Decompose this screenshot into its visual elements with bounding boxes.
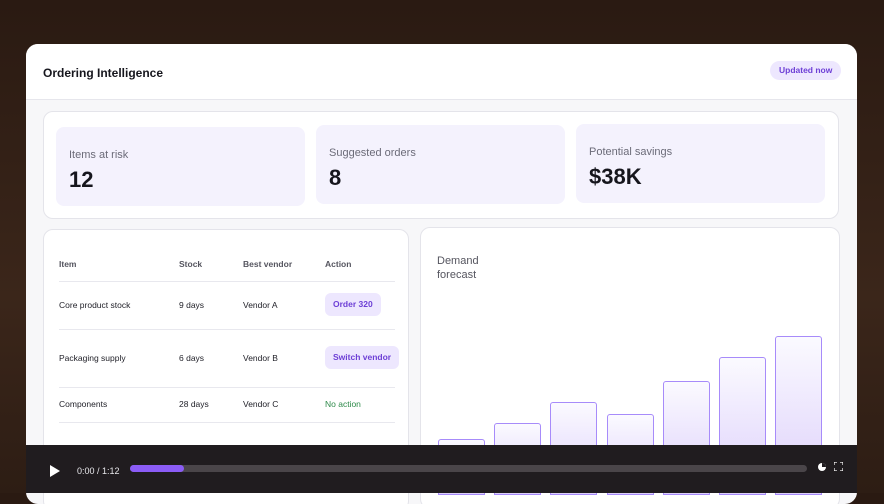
kpi-card: Suggested orders 8 (316, 125, 565, 204)
kpi-value: 12 (69, 167, 94, 192)
cell: 6 days (179, 353, 205, 363)
action-button[interactable]: Order 320 (325, 293, 381, 316)
kpi-card: Items at risk 12 (56, 127, 305, 206)
column-header: Best vendor (243, 259, 293, 269)
cell: Core product stock (59, 300, 131, 310)
row-separator (59, 281, 395, 282)
kpi-panel: Items at risk 12 Suggested orders 8 Potent… (43, 111, 839, 219)
kpi-value: 8 (329, 165, 342, 190)
action-status: No action (325, 399, 361, 409)
column-header: Stock (179, 259, 203, 269)
badge: Updated now (770, 61, 842, 80)
cell: Components (59, 399, 108, 409)
header: Ordering Intelligence Updated now (26, 44, 857, 100)
play-button[interactable] (49, 465, 61, 477)
progress-fill (130, 465, 184, 472)
action-button[interactable]: Switch vendor (325, 346, 400, 369)
progress-track[interactable] (130, 465, 807, 472)
volume[interactable] (817, 462, 827, 472)
row-separator (59, 329, 395, 330)
card: Ordering Intelligence Updated now Items … (26, 44, 857, 504)
title: Ordering Intelligence (43, 66, 164, 80)
cell: Packaging supply (59, 353, 126, 363)
cell: Vendor C (243, 399, 279, 409)
kpi-label: Items at risk (69, 149, 129, 161)
kpi-label: Potential savings (589, 146, 673, 158)
kpi-card: Potential savings $38K (576, 124, 825, 203)
time: 0:00 / 1:12 (77, 466, 120, 476)
column-header: Item (59, 259, 77, 269)
video-controls: 0:00 / 1:12 (26, 445, 857, 493)
fullscreen[interactable] (834, 462, 843, 471)
chart-title: Demand forecast (437, 255, 479, 281)
cell: 28 days (179, 399, 209, 409)
column-header: Action (325, 259, 352, 269)
cell: Vendor B (243, 353, 278, 363)
cell: 9 days (179, 300, 205, 310)
cell: Vendor A (243, 300, 278, 310)
row-separator (59, 422, 395, 423)
row-separator (59, 387, 395, 388)
kpi-label: Suggested orders (329, 147, 416, 159)
kpi-value: $38K (589, 164, 642, 189)
